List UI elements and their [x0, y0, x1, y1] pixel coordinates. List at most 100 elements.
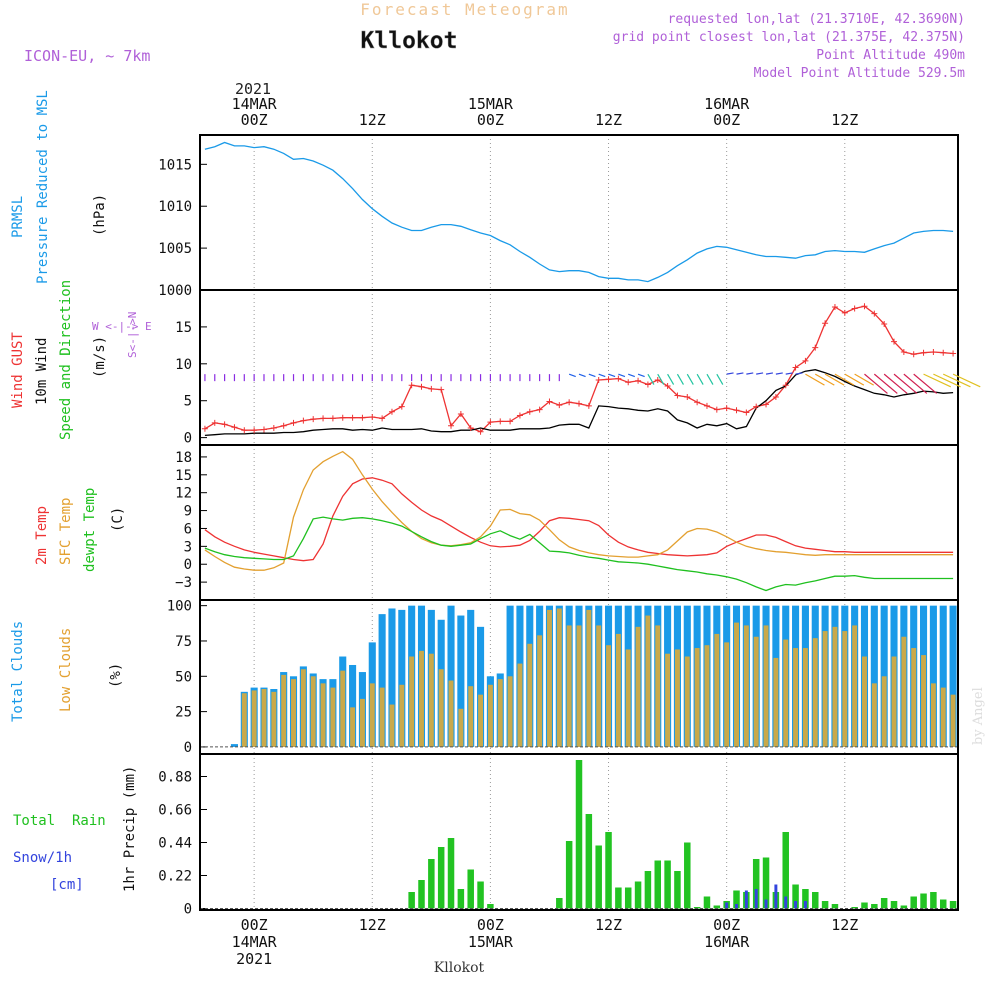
compass-ns: S<-|->N	[126, 312, 139, 358]
model-name: ICON-EU, ~ 7km	[24, 47, 150, 65]
gust-marker	[753, 403, 760, 410]
bar-snow-1h	[725, 902, 729, 909]
bar-low-clouds	[950, 694, 956, 747]
bar-low-clouds	[635, 626, 641, 747]
bar-low-clouds	[704, 645, 710, 747]
panel-frame	[199, 753, 959, 911]
gust-marker	[891, 338, 898, 345]
bar-total-rain	[871, 904, 878, 909]
plot-layer: 1000100510101015051015−30369121518025507…	[158, 95, 981, 968]
wind-direction-arrow	[608, 373, 616, 378]
series-line-prmsl	[204, 141, 954, 283]
wind-direction-arrow	[785, 372, 793, 375]
bar-total-rain	[575, 760, 583, 909]
wind-direction-arrow	[824, 373, 845, 386]
gust-marker	[339, 414, 346, 421]
t2m-label: 2m Temp	[34, 506, 50, 565]
bar-low-clouds	[743, 625, 749, 747]
bar-low-clouds	[871, 683, 877, 747]
gust-marker	[881, 320, 888, 327]
wind-direction-arrow	[628, 373, 636, 378]
bar-snow-1h	[794, 901, 798, 909]
gust-marker	[418, 383, 425, 390]
gust-marker	[270, 425, 277, 432]
bar-low-clouds	[517, 663, 523, 747]
bar-total-rain	[861, 902, 868, 909]
gust-marker	[359, 414, 366, 421]
bar-low-clouds	[497, 679, 503, 747]
gust-marker	[300, 417, 307, 424]
bar-low-clouds	[615, 633, 621, 747]
bar-total-rain	[900, 905, 908, 909]
wind-direction-arrow	[637, 373, 645, 378]
wind-direction-arrow	[726, 372, 734, 375]
y-tick-label: 0	[184, 557, 192, 573]
bar-low-clouds	[320, 683, 326, 747]
temp-label: 2m Temp SFC Temp dewpt Temp (C)	[34, 488, 126, 572]
bar-total-clouds	[230, 744, 238, 747]
gust-marker	[566, 399, 573, 406]
y-tick-label: 50	[175, 669, 192, 685]
bar-total-rain	[802, 889, 809, 909]
top-time-label: 12Z	[359, 111, 386, 129]
bar-snow-1h	[764, 899, 768, 909]
footer-location: Kllokot	[434, 960, 485, 976]
gust-marker	[654, 377, 661, 384]
bottom-time-label: 2021	[236, 950, 272, 968]
bar-low-clouds	[428, 653, 434, 747]
wind-direction-arrow	[864, 373, 888, 394]
bar-low-clouds	[734, 622, 739, 747]
wind-direction-arrow	[578, 373, 586, 378]
location-title: Kllokot	[361, 28, 458, 54]
gust-marker	[231, 424, 238, 431]
bar-low-clouds	[507, 676, 513, 747]
bottom-time-label: 12Z	[595, 916, 622, 934]
wind-direction-arrow	[775, 372, 783, 375]
bar-low-clouds	[340, 670, 346, 747]
y-tick-label: 3	[184, 539, 192, 555]
gust-marker	[457, 411, 464, 417]
bar-total-clouds	[939, 605, 947, 747]
y-tick-label: 5	[184, 394, 192, 410]
gust-marker	[763, 401, 770, 408]
bar-snow-1h	[803, 901, 807, 909]
bar-total-rain	[762, 857, 770, 909]
pressure-label-line1: PRMSL	[10, 196, 26, 238]
bar-total-clouds	[378, 614, 386, 747]
gust-marker	[910, 351, 917, 358]
gust-marker	[438, 386, 445, 393]
bar-total-rain	[457, 889, 465, 909]
gust-marker	[507, 418, 514, 425]
bar-low-clouds	[783, 639, 789, 747]
bar-low-clouds	[684, 656, 690, 747]
wind-direction-arrow	[844, 373, 865, 386]
wind-direction-arrow	[942, 373, 971, 388]
bar-low-clouds	[930, 683, 936, 747]
bar-total-rain	[565, 841, 573, 909]
gust-marker	[329, 415, 336, 422]
bar-snow-1h	[774, 884, 778, 909]
gust-marker	[320, 415, 327, 422]
bar-total-rain	[477, 881, 484, 909]
bar-low-clouds	[369, 683, 375, 747]
bottom-time-label: 15MAR	[468, 933, 514, 951]
cloud-unit: (%)	[108, 663, 124, 688]
y-tick-label: 1005	[158, 241, 192, 257]
wind-direction-arrow	[923, 373, 951, 388]
series-line-10m-wind	[204, 369, 954, 437]
top-time-label: 12Z	[595, 111, 622, 129]
wind-direction-arrow	[883, 373, 908, 394]
y-tick-label: 25	[175, 705, 192, 721]
gust-marker	[792, 364, 799, 371]
wind-direction-arrow	[736, 372, 744, 375]
gust-marker	[585, 402, 592, 409]
bar-low-clouds	[793, 648, 799, 747]
bar-low-clouds	[556, 608, 562, 747]
bar-snow-1h	[784, 896, 788, 909]
compass-we: W <-|-> E	[92, 320, 152, 333]
temp-unit: (C)	[110, 507, 126, 532]
gust-marker	[841, 309, 848, 316]
gust-marker	[950, 350, 957, 357]
bar-snow-1h	[744, 890, 748, 909]
gust-marker	[940, 349, 947, 356]
